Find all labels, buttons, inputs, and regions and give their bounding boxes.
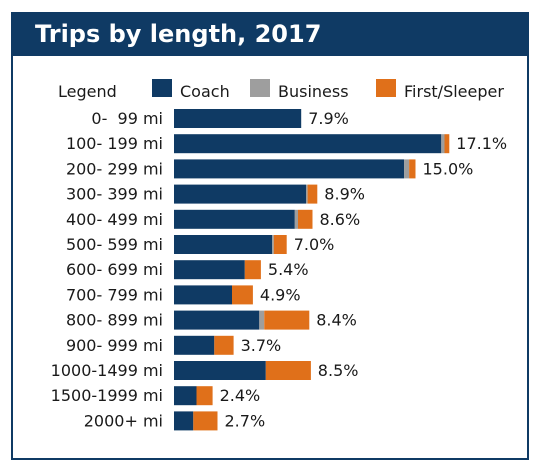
legend-label-coach: Coach (180, 82, 230, 101)
bar-segment-coach (174, 235, 273, 254)
legend-label-first-sleeper: First/Sleeper (404, 82, 504, 101)
bar-segment-first-sleeper (273, 235, 287, 254)
category-label: 100- 199 mi (66, 134, 163, 153)
legend-swatch-business (250, 79, 270, 97)
category-label: 900- 999 mi (66, 336, 163, 355)
category-label: 200- 299 mi (66, 159, 163, 178)
bar-segment-business (441, 134, 445, 154)
legend-label-business: Business (278, 82, 349, 101)
total-label: 15.0% (423, 159, 474, 178)
bar-segment-first-sleeper (307, 184, 318, 204)
bar-segment-coach (174, 361, 266, 380)
total-label: 5.4% (268, 260, 309, 279)
bar-segment-business (272, 235, 274, 254)
bar-segment-business (306, 184, 308, 204)
bar-segment-coach (174, 411, 194, 431)
bar-segment-coach (174, 310, 260, 330)
category-label: 0- 99 mi (91, 109, 163, 128)
bar-segment-business (259, 310, 265, 330)
category-label: 600- 699 mi (66, 260, 163, 279)
bar-segment-coach (174, 260, 245, 280)
bar-segment-first-sleeper (264, 310, 310, 330)
bar-segment-first-sleeper (265, 361, 311, 380)
legend-swatch-coach (152, 79, 172, 97)
category-label: 700- 799 mi (66, 285, 163, 304)
total-label: 8.5% (318, 361, 359, 380)
bar-segment-first-sleeper (298, 209, 313, 229)
total-label: 8.4% (316, 311, 357, 330)
total-label: 3.7% (241, 336, 282, 355)
bar-segment-first-sleeper (244, 260, 261, 280)
total-label: 7.9% (308, 109, 349, 128)
category-label: 400- 499 mi (66, 210, 163, 229)
bar-segment-first-sleeper (444, 134, 450, 154)
total-label: 2.4% (220, 386, 261, 405)
bar-segment-first-sleeper (214, 335, 234, 355)
bar-segment-first-sleeper (193, 411, 218, 431)
category-label: 300- 399 mi (66, 185, 163, 204)
category-label: 800- 899 mi (66, 311, 163, 330)
total-label: 8.6% (320, 210, 361, 229)
total-label: 17.1% (456, 134, 507, 153)
bar-segment-business (294, 209, 298, 229)
total-label: 7.0% (294, 235, 335, 254)
bar-segment-first-sleeper (232, 285, 253, 305)
bar-segment-coach (174, 386, 197, 406)
bar-segment-coach (174, 134, 442, 154)
category-label: 500- 599 mi (66, 235, 163, 254)
legend-swatch-first-sleeper (376, 79, 396, 97)
bar-segment-coach (174, 184, 306, 204)
total-label: 4.9% (260, 285, 301, 304)
total-label: 2.7% (225, 411, 266, 430)
category-label: 1500-1999 mi (51, 386, 163, 405)
bars-group: 0- 99 mi 7.9% 100- 199 mi 17.1% 200- 299 mi 1… (51, 109, 507, 431)
bar-segment-coach (174, 159, 405, 179)
bar-segment-coach (174, 335, 215, 355)
category-label: 1000-1499 mi (51, 361, 163, 380)
legend: Legend Coach Business First/Sleeper (58, 79, 504, 101)
bar-segment-coach (174, 209, 295, 229)
legend-title: Legend (58, 82, 117, 101)
bar-segment-coach (174, 109, 302, 128)
bar-segment-first-sleeper (409, 159, 416, 179)
total-label: 8.9% (324, 185, 365, 204)
bar-segment-first-sleeper (196, 386, 213, 406)
bar-segment-coach (174, 285, 232, 305)
category-label: 2000+ mi (84, 411, 163, 430)
bar-segment-business (404, 159, 409, 179)
chart-title: Trips by length, 2017 (11, 12, 529, 56)
